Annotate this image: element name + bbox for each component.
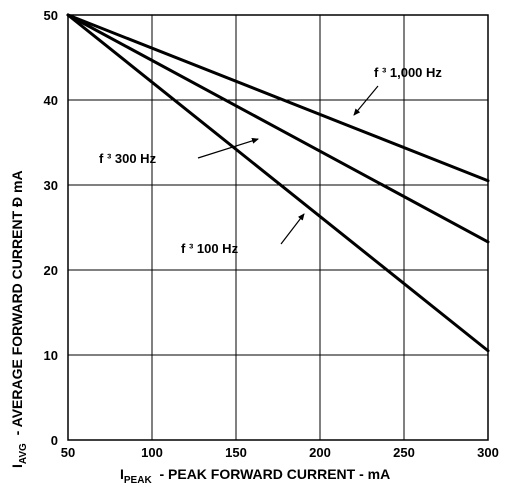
y-tick-label: 10 <box>44 348 58 363</box>
x-tick-label: 50 <box>61 445 75 460</box>
annotation-arrow <box>197 137 259 159</box>
series-line-0 <box>66 13 490 183</box>
series-annotation-label: f ³ 1,000 Hz <box>374 65 442 80</box>
series-layer <box>66 13 490 353</box>
y-tick-label: 50 <box>44 8 58 23</box>
tick-layer: 50 100 150 200 250 300 0 10 20 30 40 50 <box>44 8 499 460</box>
annotation-layer: f ³ 1,000 Hz f ³ 300 Hz f ³ 100 Hz <box>99 65 442 256</box>
x-tick-label: 100 <box>141 445 163 460</box>
series-line-2 <box>66 13 490 353</box>
annotation-arrow <box>280 213 305 245</box>
series-annotation-label: f ³ 100 Hz <box>181 241 239 256</box>
plot-frame <box>67 14 489 441</box>
x-axis-title: IPEAK - PEAK FORWARD CURRENT - mA <box>120 466 390 486</box>
grid-layer <box>68 15 488 440</box>
x-axis-title-sub: PEAK <box>124 475 153 486</box>
annotation-arrow <box>353 85 379 116</box>
y-axis-title-rest: - AVERAGE FORWARD CURRENT Ð mA <box>9 170 25 443</box>
series-line-1 <box>66 13 490 244</box>
y-axis-title-main: I <box>9 464 25 468</box>
y-axis-title-sub: AVG <box>18 443 29 464</box>
x-tick-label: 150 <box>225 445 247 460</box>
x-axis-title-rest: - PEAK FORWARD CURRENT - mA <box>152 466 391 482</box>
x-axis-title-main: I <box>120 466 124 482</box>
y-tick-label: 40 <box>44 93 58 108</box>
x-tick-label: 200 <box>309 445 331 460</box>
y-tick-label: 30 <box>44 178 58 193</box>
y-tick-label: 20 <box>44 263 58 278</box>
x-tick-label: 250 <box>393 445 415 460</box>
y-tick-label: 0 <box>51 433 58 448</box>
series-annotation-label: f ³ 300 Hz <box>99 151 157 166</box>
x-tick-label: 300 <box>477 445 499 460</box>
y-axis-title: IAVG - AVERAGE FORWARD CURRENT Ð mA <box>9 170 29 468</box>
